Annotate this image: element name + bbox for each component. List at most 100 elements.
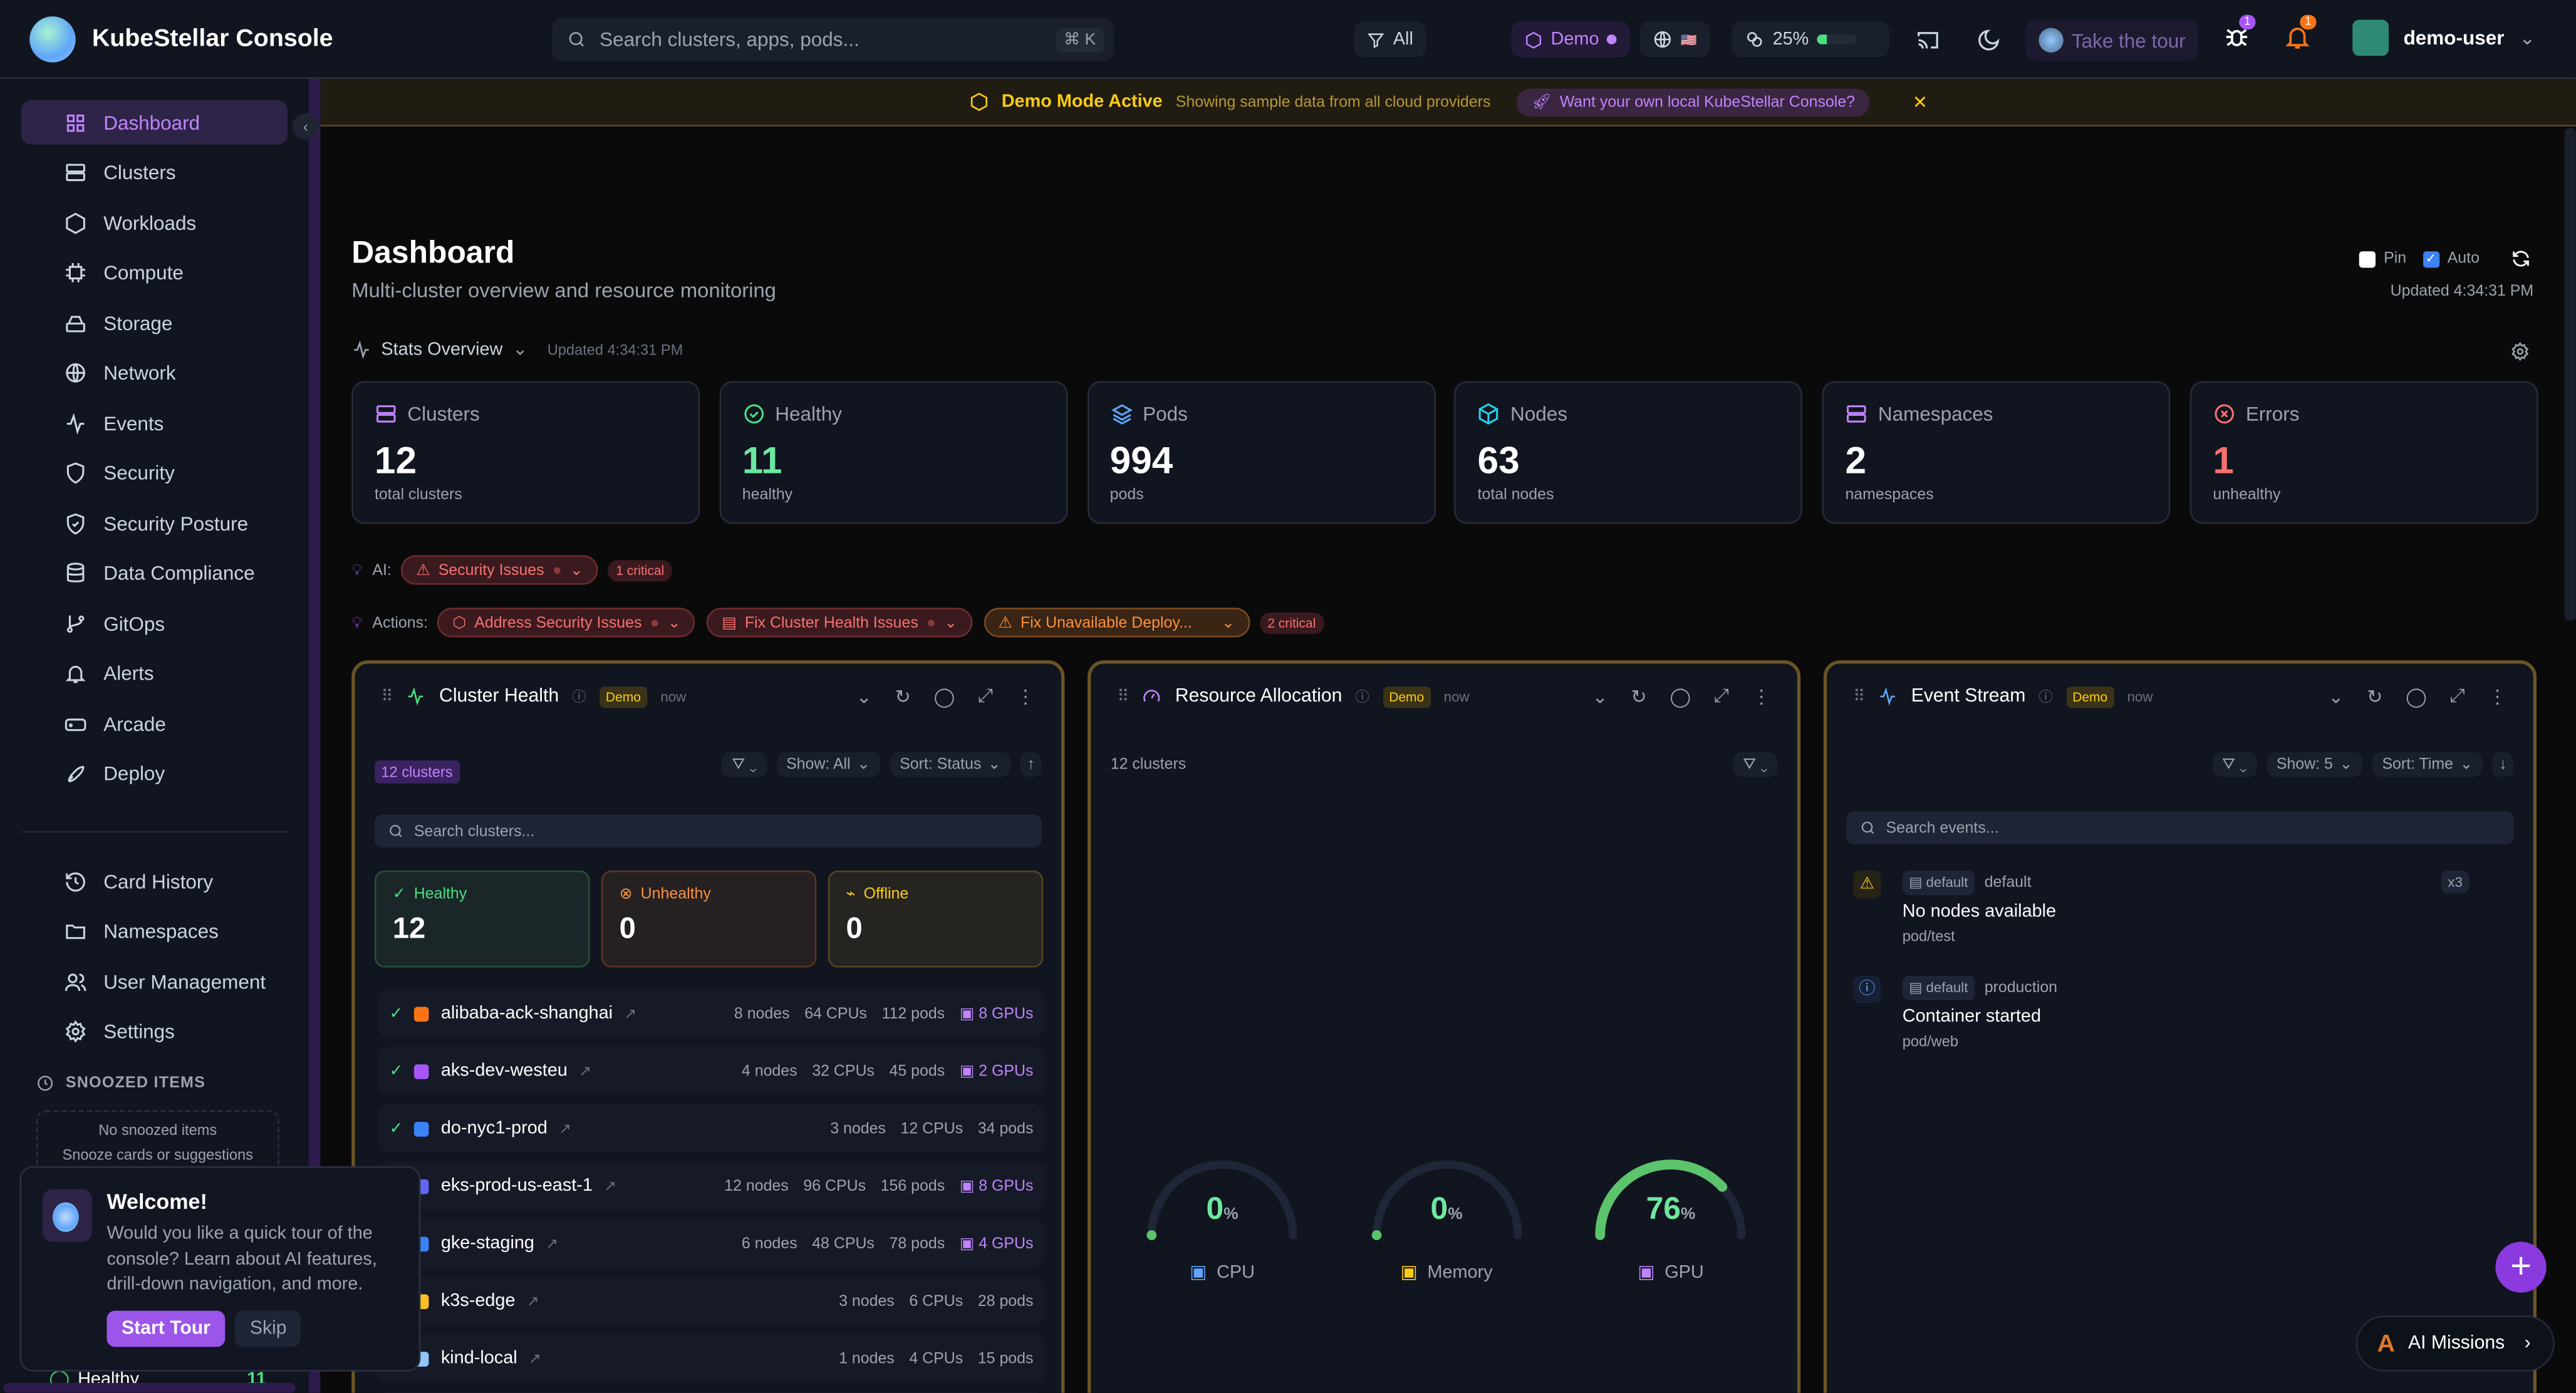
sidebar-item-events[interactable]: Events bbox=[21, 401, 288, 445]
info-icon[interactable]: ⓘ bbox=[572, 688, 586, 705]
get-local-console-link[interactable]: 🚀︎ Want your own local KubeStellar Consol… bbox=[1517, 88, 1870, 116]
expand-icon[interactable]: ⤢ bbox=[1713, 685, 1730, 706]
pin-checkbox[interactable] bbox=[2359, 250, 2376, 267]
action-chip[interactable]: ⚠ Fix Unavailable Deploy... ⌄ bbox=[983, 608, 1250, 638]
comment-icon[interactable]: ◯ bbox=[933, 688, 955, 708]
sort-select[interactable]: Sort: Time ⌄ bbox=[2372, 752, 2483, 777]
refresh-icon[interactable] bbox=[2511, 248, 2532, 269]
drag-handle-icon[interactable]: ⠿ bbox=[1853, 687, 1866, 706]
skip-tour-button[interactable]: Skip bbox=[235, 1310, 302, 1347]
sidebar-item-card-history[interactable]: Card History bbox=[21, 859, 288, 904]
external-link-icon[interactable]: ↗ bbox=[559, 1119, 571, 1136]
take-tour-button[interactable]: Take the tour bbox=[2025, 19, 2199, 61]
notifications-button[interactable]: 1 bbox=[2283, 14, 2317, 51]
external-link-icon[interactable]: ↗ bbox=[579, 1062, 592, 1079]
external-link-icon[interactable]: ↗ bbox=[529, 1349, 541, 1366]
stat-card-pods[interactable]: Pods 994 pods bbox=[1086, 381, 1435, 524]
drag-handle-icon[interactable]: ⠿ bbox=[381, 687, 393, 706]
cluster-row[interactable]: ✓ alibaba-ack-shanghai ↗ 8 nodes 64 CPUs 112 … bbox=[378, 988, 1045, 1038]
cluster-row[interactable]: ✓ aks-dev-westeu ↗ 4 nodes 32 CPUs 45 pods ▣ 2… bbox=[378, 1046, 1045, 1096]
sidebar-item-clusters[interactable]: Clusters bbox=[21, 150, 288, 195]
sidebar-item-workloads[interactable]: Workloads bbox=[21, 200, 288, 245]
stat-card-namespaces[interactable]: Namespaces 2 namespaces bbox=[1822, 381, 2171, 524]
comment-icon[interactable]: ◯ bbox=[2406, 688, 2428, 708]
cluster-search-input[interactable]: Search clusters... bbox=[374, 814, 1042, 848]
start-tour-button[interactable]: Start Tour bbox=[106, 1310, 226, 1347]
ai-chip-security-issues[interactable]: ⚠ Security Issues ● ⌄ bbox=[401, 555, 598, 585]
cast-icon[interactable] bbox=[1916, 28, 1940, 53]
sort-select[interactable]: Sort: Status ⌄ bbox=[890, 752, 1011, 777]
filter-button[interactable]: ⛛ ⌄ bbox=[2212, 752, 2257, 777]
stat-card-nodes[interactable]: Nodes 63 total nodes bbox=[1454, 381, 1803, 524]
show-select[interactable]: Show: 5 ⌄ bbox=[2267, 752, 2362, 777]
expand-icon[interactable]: ⤢ bbox=[2449, 685, 2465, 706]
healthy-filter[interactable]: ✓ Healthy 12 bbox=[374, 870, 590, 968]
auto-refresh-checkbox[interactable]: ✓ bbox=[2423, 250, 2439, 267]
sidebar-item-security-posture[interactable]: Security Posture bbox=[21, 501, 288, 546]
filter-button[interactable]: ⛛ ⌄ bbox=[1733, 752, 1778, 777]
stats-overview-toggle[interactable]: Stats Overview ⌄ Updated 4:34:31 PM bbox=[351, 338, 683, 360]
expand-icon[interactable]: ⤢ bbox=[978, 685, 994, 706]
refresh-icon[interactable]: ↻ bbox=[2367, 688, 2383, 708]
sidebar-item-security[interactable]: Security bbox=[21, 451, 288, 495]
usage-indicator[interactable]: 25% bbox=[1732, 21, 1889, 58]
demo-mode-button[interactable]: Demo bbox=[1511, 21, 1631, 58]
sort-direction-button[interactable]: ↓ bbox=[2492, 752, 2514, 777]
info-icon[interactable]: ⓘ bbox=[1355, 688, 1369, 705]
sidebar-item-storage[interactable]: Storage bbox=[21, 301, 288, 345]
sidebar-item-deploy[interactable]: Deploy bbox=[21, 752, 288, 796]
external-link-icon[interactable]: ↗ bbox=[546, 1234, 559, 1251]
chevron-down-icon[interactable]: ⌄ bbox=[1592, 688, 1608, 708]
global-search-input[interactable]: Search clusters, apps, pods... ⌘ K bbox=[552, 18, 1114, 61]
info-icon[interactable]: ⓘ bbox=[2038, 688, 2053, 705]
stat-card-clusters[interactable]: Clusters 12 total clusters bbox=[351, 381, 700, 524]
sidebar-item-gitops[interactable]: GitOps bbox=[21, 601, 288, 646]
chevron-down-icon[interactable]: ⌄ bbox=[2328, 688, 2344, 708]
action-chip[interactable]: ▤ Fix Cluster Health Issues ● ⌄ bbox=[707, 608, 972, 638]
sidebar-item-arcade[interactable]: Arcade bbox=[21, 702, 288, 746]
action-chip[interactable]: ⬡ Address Security Issues ● ⌄ bbox=[437, 608, 696, 638]
horizontal-scrollbar[interactable] bbox=[3, 1383, 296, 1393]
user-menu[interactable]: demo-user ⌄ bbox=[2352, 19, 2535, 56]
sidebar-item-compute[interactable]: Compute bbox=[21, 251, 288, 295]
cluster-row[interactable] bbox=[378, 1391, 1045, 1393]
sidebar-scrollbar[interactable] bbox=[309, 78, 321, 1393]
sidebar-item-alerts[interactable]: Alerts bbox=[21, 651, 288, 696]
event-item[interactable]: ⚠ ▤ default default x3 No nodes available pod… bbox=[1853, 867, 2510, 950]
sidebar-item-network[interactable]: Network bbox=[21, 351, 288, 395]
refresh-icon[interactable]: ↻ bbox=[1631, 688, 1647, 708]
sidebar-item-user-management[interactable]: User Management bbox=[21, 959, 288, 1003]
stat-card-healthy[interactable]: Healthy 11 healthy bbox=[719, 381, 1068, 524]
drag-handle-icon[interactable]: ⠿ bbox=[1117, 687, 1130, 706]
external-link-icon[interactable]: ↗ bbox=[604, 1176, 617, 1194]
more-icon[interactable]: ⋮ bbox=[1015, 688, 1036, 708]
event-item[interactable]: ⓘ ▤ default production Container started pod… bbox=[1853, 972, 2510, 1054]
ai-missions-button[interactable]: A AI Missions › bbox=[2355, 1315, 2555, 1372]
unhealthy-filter[interactable]: ⊗ Unhealthy 0 bbox=[601, 870, 817, 968]
add-card-button[interactable]: + bbox=[2495, 1241, 2547, 1293]
refresh-icon[interactable]: ↻ bbox=[895, 688, 911, 708]
comment-icon[interactable]: ◯ bbox=[1670, 688, 1691, 708]
page-scrollbar[interactable] bbox=[2564, 128, 2576, 621]
more-icon[interactable]: ⋮ bbox=[1752, 688, 1771, 708]
chevron-down-icon[interactable]: ⌄ bbox=[856, 688, 872, 708]
more-icon[interactable]: ⋮ bbox=[2488, 688, 2507, 708]
language-button[interactable]: 🇺🇸 bbox=[1639, 21, 1710, 58]
sidebar-item-data-compliance[interactable]: Data Compliance bbox=[21, 551, 288, 596]
sidebar-item-namespaces[interactable]: Namespaces bbox=[21, 909, 288, 953]
external-link-icon[interactable]: ↗ bbox=[526, 1292, 539, 1308]
cluster-filter-button[interactable]: All bbox=[1353, 21, 1426, 58]
sort-direction-button[interactable]: ↑ bbox=[1021, 752, 1042, 777]
stat-card-errors[interactable]: Errors 1 unhealthy bbox=[2189, 381, 2538, 524]
settings-icon[interactable] bbox=[2510, 341, 2530, 361]
collapse-sidebar-button[interactable]: ‹ bbox=[292, 113, 319, 140]
cluster-row[interactable]: ✓ do-nyc1-prod ↗ 3 nodes 12 CPUs 34 pods bbox=[378, 1104, 1045, 1153]
offline-filter[interactable]: ⌁ Offline 0 bbox=[828, 870, 1044, 968]
external-link-icon[interactable]: ↗ bbox=[624, 1004, 637, 1021]
filter-button[interactable]: ⛛ ⌄ bbox=[722, 752, 767, 777]
event-search-input[interactable]: Search events... bbox=[1846, 811, 2514, 844]
